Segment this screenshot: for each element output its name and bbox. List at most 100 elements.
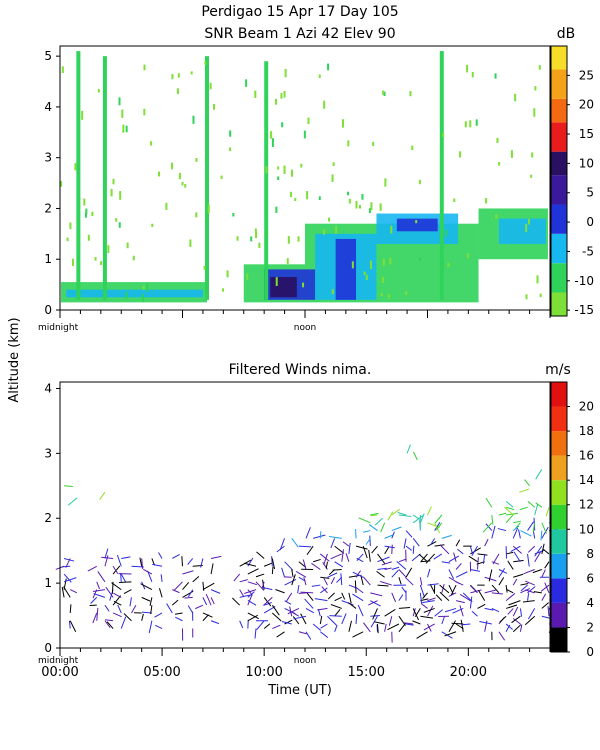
wind-barb [210,555,222,559]
wind-barb [507,560,514,570]
wind-barb [527,553,530,567]
wind-barb [441,561,451,564]
wind-barb [352,631,364,638]
snr-speckle [204,61,207,65]
wind-barb [330,604,342,609]
snr-speckle [447,262,450,267]
snr-speckle [143,64,146,71]
wind-barb [519,608,523,617]
snr-speckle [328,217,331,222]
wind-barb [444,631,457,637]
wind-barb [368,600,378,606]
colorbar-frame [550,381,568,653]
wind-barb [370,592,383,597]
wind-barb [244,562,257,567]
snr-speckle [91,211,94,217]
wind-barb [205,593,212,606]
wind-barb [311,562,321,570]
wind-barb [334,561,344,568]
wind-barb [355,570,361,578]
wind-barb [172,553,180,559]
wind-barb [112,565,121,575]
wind-barb [247,589,253,596]
snr-speckle [498,162,501,166]
wind-barb [247,581,258,586]
wind-barb [320,587,328,594]
wind-barb [271,604,280,616]
snr-speckle [229,147,232,152]
snr-speckle [265,166,268,174]
wind-barb [506,588,514,594]
wind-barb [275,589,285,594]
snr-speckle [387,294,390,299]
wind-barb [300,613,307,625]
snr-speckle [284,68,287,78]
wind-barb [488,569,493,582]
wind-barb [532,531,536,539]
y-tick-label: 1 [44,252,52,266]
wind-barb [123,613,132,622]
wind-barb [192,576,200,583]
snr-speckle [318,74,321,79]
wind-barb [374,621,385,625]
colorbar-tick-label: 10 [579,522,594,536]
wind-barb [532,569,542,574]
wind-barb [202,597,208,606]
snr-speckle [369,260,372,270]
wind-barb [423,607,435,613]
wind-barb [421,603,428,609]
snr-speckle [332,162,335,167]
wind-barb [187,558,194,565]
snr-speckle [290,169,293,177]
snr-speckle [495,214,498,219]
wind-barb [429,584,436,594]
wind-barb [534,504,539,516]
wind-barb [113,600,122,606]
wind-barb [330,538,336,549]
wind-barb [505,506,515,511]
wind-barb [505,623,513,630]
x-tick-label: 20:00 [450,665,487,680]
snr-speckle [277,176,280,180]
wind-barb [320,631,329,638]
snr-speckle [122,124,125,133]
snr-speckle [207,204,210,213]
colorbar-band [551,553,567,579]
wind-barb [396,561,407,570]
wind-barb [462,623,471,626]
snr-speckle [453,198,456,203]
snr-speckle [382,258,385,266]
wind-barb [441,534,452,539]
wind-barb [520,587,531,594]
colorbar-frame [550,45,568,317]
colorbar-band [551,204,567,234]
wind-barb [311,584,321,587]
wind-barb [419,584,425,598]
wind-barb [90,597,98,604]
wind-barb [525,580,535,586]
wind-barb [498,512,507,516]
wind-barb [419,513,425,523]
wind-barb [430,538,436,546]
wind-barb [281,621,292,625]
wind-barb [93,589,105,592]
wind-barb [263,597,273,606]
wind-barb [404,576,414,586]
x-tick-label: 10:00 [245,665,282,680]
wind-barb [232,597,241,606]
snr-speckle [405,291,408,296]
wind-barb [121,556,131,559]
wind-barb [505,551,514,555]
wind-barb [491,607,500,613]
colorbar-tick-label: 5 [586,186,594,200]
x-tick-label: 00:00 [41,665,78,680]
wind-barb [513,573,524,578]
wind-barb [317,609,321,617]
wind-barb [427,568,431,578]
wind-barb [263,562,273,567]
colorbar-band [551,233,567,264]
colorbar-band [551,46,567,70]
wind-barb [120,616,127,629]
snr-speckle [121,109,124,118]
wind-barb [302,559,307,570]
